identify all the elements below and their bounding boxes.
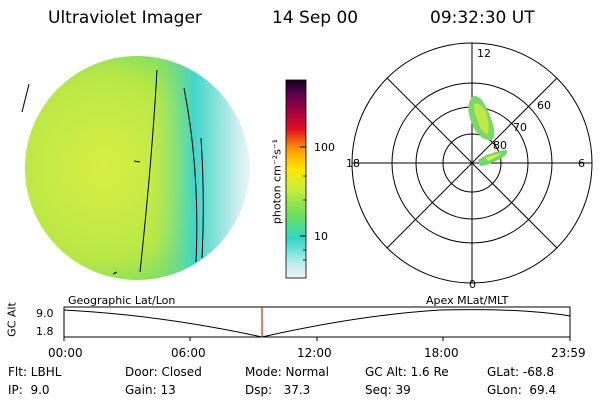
colorbar	[285, 79, 307, 279]
xtick-0600: 06:00	[171, 346, 206, 360]
mlt-label-6: 6	[578, 157, 585, 170]
aurora-emission	[468, 96, 507, 166]
seq-info: Seq: 39	[365, 383, 411, 397]
altitude-ylabel: GC Alt	[5, 302, 19, 337]
door-info: Door: Closed	[125, 365, 202, 379]
ip-info: IP: 9.0	[8, 383, 50, 397]
colorbar-tick-10: 10	[314, 230, 328, 243]
polar-plot	[351, 42, 593, 284]
glat-info: GLat: -68.8	[487, 365, 554, 379]
xtick-0000: 00:00	[48, 346, 83, 360]
altitude-ytick-low: 1.8	[36, 325, 54, 338]
time-label: 09:32:30 UT	[430, 8, 535, 28]
lat-label-80: 80	[493, 139, 507, 152]
gain-info: Gain: 13	[125, 383, 176, 397]
filter-info: Flt: LBHL	[8, 365, 62, 379]
gc-alt-info: GC Alt: 1.6 Re	[365, 365, 449, 379]
uv-globe-image	[21, 56, 249, 280]
date-label: 14 Sep 00	[272, 8, 359, 28]
glon-info: GLon: 69.4	[487, 383, 557, 397]
xtick-2359: 23:59	[551, 346, 586, 360]
altitude-ytick-high: 9.0	[36, 307, 54, 320]
mlt-label-18: 18	[346, 157, 360, 170]
apex-label: Apex MLat/MLT	[426, 294, 509, 307]
mlt-label-12: 12	[477, 47, 491, 60]
colorbar-tick-100: 100	[314, 141, 335, 154]
lat-label-60: 60	[537, 99, 551, 112]
instrument-title: Ultraviolet Imager	[48, 8, 202, 28]
colorbar-label: photon cm⁻²s⁻¹	[270, 138, 284, 225]
mode-info: Mode: Normal	[245, 365, 329, 379]
lat-label-70: 70	[513, 121, 527, 134]
dsp-info: Dsp: 37.3	[245, 383, 311, 397]
altitude-plot	[63, 306, 571, 341]
mlt-label-0: 0	[469, 278, 476, 291]
xtick-1200: 12:00	[297, 346, 332, 360]
geographic-label: Geographic Lat/Lon	[68, 294, 176, 307]
xtick-1800: 18:00	[424, 346, 459, 360]
